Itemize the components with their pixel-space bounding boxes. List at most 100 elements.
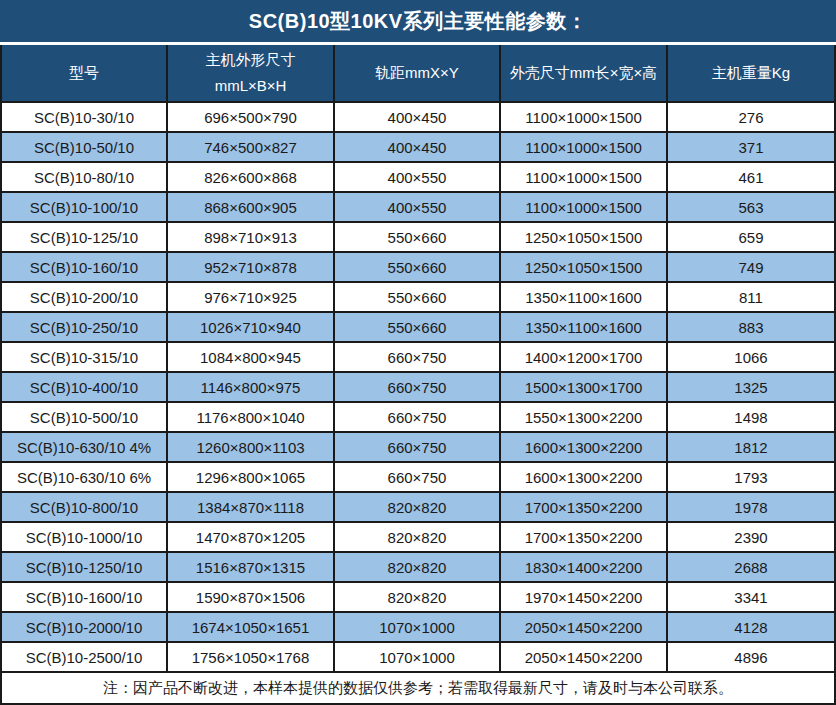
table-cell: SC(B)10-500/10 xyxy=(2,403,168,433)
table-cell: 1600×1300×2200 xyxy=(501,463,668,493)
table-row: SC(B)10-630/10 4%1260×800×1103660×750160… xyxy=(2,433,836,463)
table-cell: 4128 xyxy=(668,613,836,643)
table-cell: 3341 xyxy=(668,583,836,613)
column-header: 型号 xyxy=(2,45,168,103)
table-cell: 1100×1000×1500 xyxy=(501,133,668,163)
table-cell: SC(B)10-800/10 xyxy=(2,493,168,523)
table-cell: SC(B)10-250/10 xyxy=(2,313,168,343)
table-cell: 1516×870×1315 xyxy=(168,553,335,583)
table-row: SC(B)10-80/10826×600×868400×5501100×1000… xyxy=(2,163,836,193)
table-row: SC(B)10-400/101146×800×975660×7501500×13… xyxy=(2,373,836,403)
table-cell: SC(B)10-1250/10 xyxy=(2,553,168,583)
table-cell: 660×750 xyxy=(335,463,501,493)
table-row: SC(B)10-315/101084×800×945660×7501400×12… xyxy=(2,343,836,373)
table-body: SC(B)10-30/10696×500×790400×4501100×1000… xyxy=(2,103,836,673)
table-cell: 659 xyxy=(668,223,836,253)
table-cell: 1756×1050×1768 xyxy=(168,643,335,673)
table-row: SC(B)10-250/101026×710×940550×6601350×11… xyxy=(2,313,836,343)
table-cell: 2390 xyxy=(668,523,836,553)
table-row: SC(B)10-100/10868×600×905400×5501100×100… xyxy=(2,193,836,223)
table-cell: 1970×1450×2200 xyxy=(501,583,668,613)
table-cell: 1498 xyxy=(668,403,836,433)
table-cell: 1260×800×1103 xyxy=(168,433,335,463)
table-cell: 1812 xyxy=(668,433,836,463)
table-cell: SC(B)10-125/10 xyxy=(2,223,168,253)
table-cell: SC(B)10-2000/10 xyxy=(2,613,168,643)
table-cell: 400×450 xyxy=(335,103,501,133)
table-cell: 696×500×790 xyxy=(168,103,335,133)
table-cell: 1070×1000 xyxy=(335,613,501,643)
table-cell: 371 xyxy=(668,133,836,163)
table-cell: SC(B)10-315/10 xyxy=(2,343,168,373)
table-cell: 1350×1100×1600 xyxy=(501,283,668,313)
table-cell: 550×660 xyxy=(335,283,501,313)
table-cell: 1100×1000×1500 xyxy=(501,193,668,223)
table-row: SC(B)10-1250/101516×870×1315820×8201830×… xyxy=(2,553,836,583)
table-cell: SC(B)10-30/10 xyxy=(2,103,168,133)
table-cell: 1296×800×1065 xyxy=(168,463,335,493)
table-cell: 746×500×827 xyxy=(168,133,335,163)
table-cell: 2050×1450×2200 xyxy=(501,613,668,643)
table-row: SC(B)10-30/10696×500×790400×4501100×1000… xyxy=(2,103,836,133)
spec-sheet: SC(B)10型10KV系列主要性能参数： 型号主机外形尺寸 mmL×B×H轨距… xyxy=(0,0,836,705)
table-cell: 1100×1000×1500 xyxy=(501,103,668,133)
table-cell: 820×820 xyxy=(335,583,501,613)
table-cell: SC(B)10-1000/10 xyxy=(2,523,168,553)
table-cell: SC(B)10-50/10 xyxy=(2,133,168,163)
table-cell: 4896 xyxy=(668,643,836,673)
table-cell: 820×820 xyxy=(335,553,501,583)
table-row: SC(B)10-160/10952×710×878550×6601250×105… xyxy=(2,253,836,283)
table-cell: 1674×1050×1651 xyxy=(168,613,335,643)
column-header: 主机重量Kg xyxy=(668,45,836,103)
table-cell: 1084×800×945 xyxy=(168,343,335,373)
column-header: 外壳尺寸mm长×宽×高 xyxy=(501,45,668,103)
table-cell: 1026×710×940 xyxy=(168,313,335,343)
table-cell: 2688 xyxy=(668,553,836,583)
table-row: SC(B)10-630/10 6%1296×800×1065660×750160… xyxy=(2,463,836,493)
table-cell: 1590×870×1506 xyxy=(168,583,335,613)
table-row: SC(B)10-200/10976×710×925550×6601350×110… xyxy=(2,283,836,313)
page-title: SC(B)10型10KV系列主要性能参数： xyxy=(0,0,836,42)
table-cell: 1100×1000×1500 xyxy=(501,163,668,193)
spec-table: 型号主机外形尺寸 mmL×B×H轨距mmX×Y外壳尺寸mm长×宽×高主机重量Kg… xyxy=(0,45,836,673)
table-cell: 1600×1300×2200 xyxy=(501,433,668,463)
table-cell: 550×660 xyxy=(335,253,501,283)
table-cell: 1176×800×1040 xyxy=(168,403,335,433)
table-cell: 1325 xyxy=(668,373,836,403)
table-cell: SC(B)10-630/10 4% xyxy=(2,433,168,463)
table-cell: SC(B)10-1600/10 xyxy=(2,583,168,613)
table-cell: 820×820 xyxy=(335,523,501,553)
footnote: 注：因产品不断改进，本样本提供的数据仅供参考；若需取得最新尺寸，请及时与本公司联… xyxy=(0,673,836,705)
table-cell: 1700×1350×2200 xyxy=(501,523,668,553)
table-cell: 1146×800×975 xyxy=(168,373,335,403)
table-cell: 1384×870×1118 xyxy=(168,493,335,523)
table-cell: 1350×1100×1600 xyxy=(501,313,668,343)
table-cell: 883 xyxy=(668,313,836,343)
table-cell: 1070×1000 xyxy=(335,643,501,673)
table-cell: 400×550 xyxy=(335,163,501,193)
table-cell: SC(B)10-200/10 xyxy=(2,283,168,313)
column-header: 轨距mmX×Y xyxy=(335,45,501,103)
table-cell: 461 xyxy=(668,163,836,193)
table-row: SC(B)10-2000/101674×1050×16511070×100020… xyxy=(2,613,836,643)
table-cell: 1700×1350×2200 xyxy=(501,493,668,523)
table-cell: 1250×1050×1500 xyxy=(501,253,668,283)
table-cell: SC(B)10-2500/10 xyxy=(2,643,168,673)
table-cell: 1500×1300×1700 xyxy=(501,373,668,403)
table-row: SC(B)10-50/10746×500×827400×4501100×1000… xyxy=(2,133,836,163)
table-cell: 826×600×868 xyxy=(168,163,335,193)
table-cell: 1250×1050×1500 xyxy=(501,223,668,253)
table-cell: SC(B)10-80/10 xyxy=(2,163,168,193)
table-cell: 952×710×878 xyxy=(168,253,335,283)
table-cell: 976×710×925 xyxy=(168,283,335,313)
table-row: SC(B)10-1000/101470×870×1205820×8201700×… xyxy=(2,523,836,553)
table-cell: 400×550 xyxy=(335,193,501,223)
header-row: 型号主机外形尺寸 mmL×B×H轨距mmX×Y外壳尺寸mm长×宽×高主机重量Kg xyxy=(2,45,836,103)
table-row: SC(B)10-125/10898×710×913550×6601250×105… xyxy=(2,223,836,253)
table-cell: 749 xyxy=(668,253,836,283)
table-row: SC(B)10-800/101384×870×1118820×8201700×1… xyxy=(2,493,836,523)
table-cell: 1978 xyxy=(668,493,836,523)
table-cell: 660×750 xyxy=(335,403,501,433)
table-cell: 820×820 xyxy=(335,493,501,523)
table-cell: 2050×1450×2200 xyxy=(501,643,668,673)
